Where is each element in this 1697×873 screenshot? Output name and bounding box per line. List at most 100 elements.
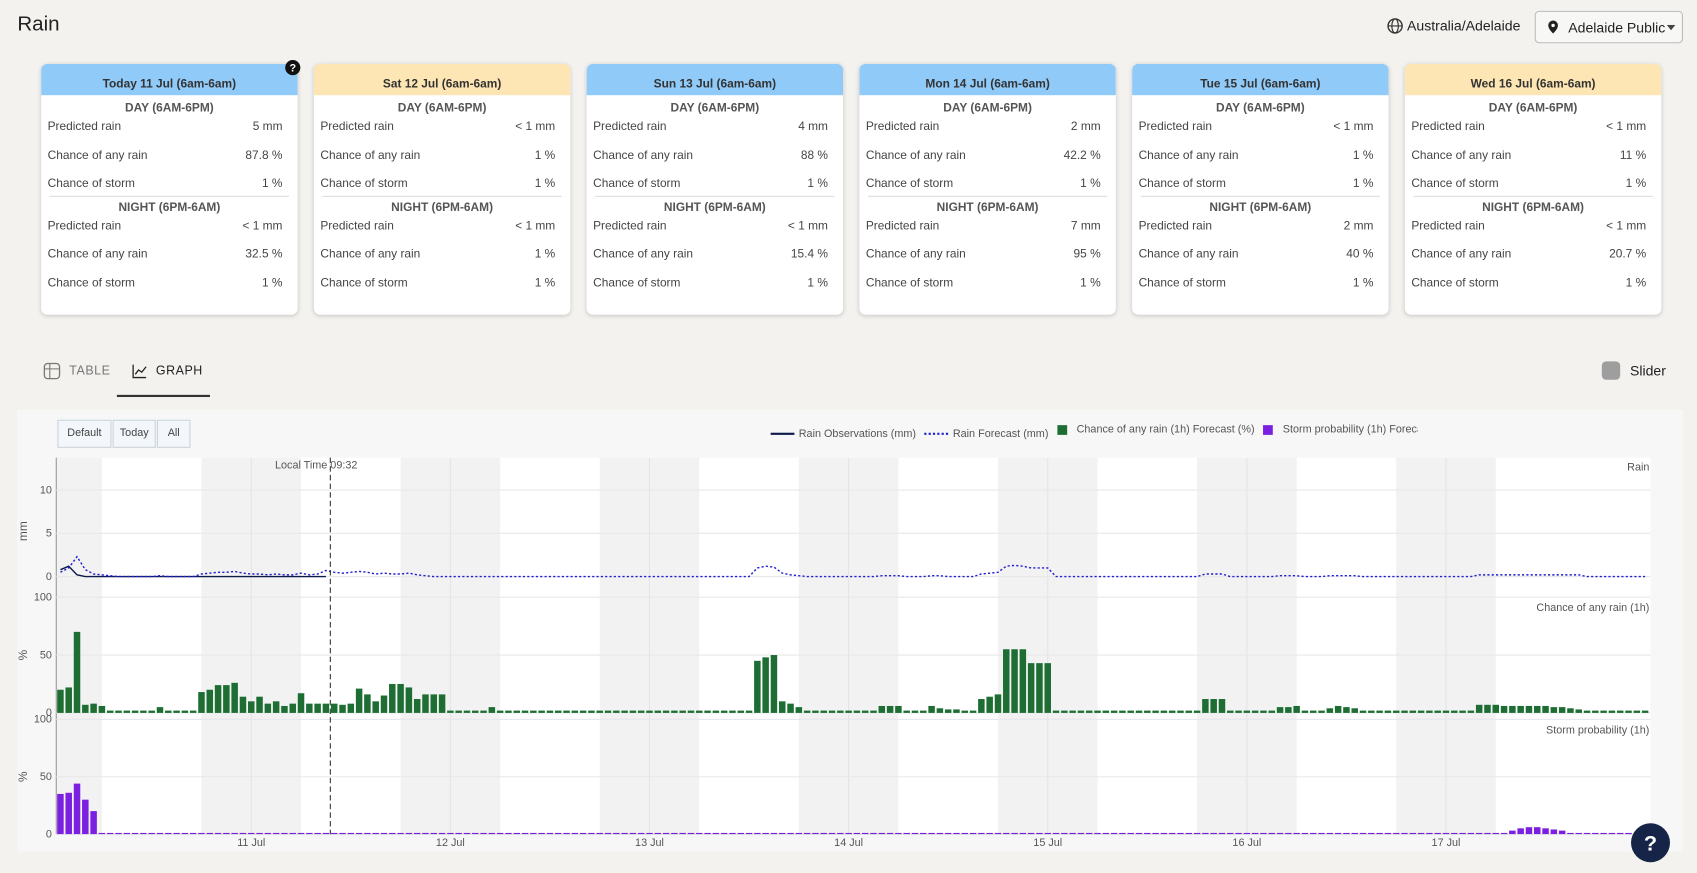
bar	[679, 832, 686, 835]
bar	[1625, 710, 1632, 713]
bar	[737, 710, 745, 713]
bar	[82, 799, 89, 835]
bar	[264, 703, 272, 713]
bar	[521, 710, 529, 713]
card-row: Chance of storm 1 %	[587, 274, 844, 303]
bar	[1218, 699, 1226, 713]
card-row: Chance of storm 1 %	[1405, 274, 1662, 303]
range-button[interactable]: All	[156, 419, 191, 448]
row-label: Chance of storm	[1138, 276, 1226, 290]
bar	[438, 832, 446, 835]
row-value: 87.8 %	[245, 148, 283, 162]
row-label: Chance of storm	[865, 177, 954, 191]
row-label: Chance of any rain	[865, 247, 966, 261]
row-value: < 1 mm	[1606, 219, 1647, 233]
row-label: Chance of storm	[320, 276, 408, 290]
location-select[interactable]: Adelaide Public	[1534, 10, 1683, 44]
bar	[1235, 710, 1242, 713]
card-row: Predicted rain 4 mm	[587, 118, 844, 147]
bar	[886, 832, 894, 835]
row-label: Chance of any rain	[1411, 148, 1512, 162]
legend: Rain Observations (mm) Rain Forecast (mm)…	[770, 424, 1418, 440]
bar	[1160, 710, 1168, 713]
bar	[554, 710, 562, 713]
tab-table[interactable]: TABLE	[69, 364, 111, 378]
bar	[272, 832, 280, 835]
bar	[1110, 832, 1118, 835]
bar	[115, 832, 122, 835]
bar	[1227, 832, 1234, 835]
bar	[1600, 832, 1607, 835]
range-button[interactable]: Default	[57, 419, 112, 448]
row-label: Chance of storm	[1411, 177, 1499, 191]
row-value: 42.2 %	[1063, 148, 1101, 162]
card-row: Predicted rain < 1 mm	[587, 217, 844, 246]
bar	[281, 705, 288, 713]
bar	[961, 710, 969, 713]
card-row: Chance of any rain 42.2 %	[859, 147, 1116, 176]
card-row: Chance of storm 1 %	[41, 175, 298, 204]
bar	[1227, 710, 1234, 713]
row-label: Chance of any rain	[593, 247, 694, 261]
bar	[621, 832, 628, 835]
row-label: Chance of any rain	[593, 148, 694, 162]
bar	[687, 710, 695, 713]
bar	[563, 832, 570, 835]
bar	[1534, 705, 1541, 713]
panel-title: Storm probability (1h)	[1546, 724, 1649, 736]
row-value: 1 %	[1352, 148, 1374, 162]
bar	[330, 703, 338, 713]
bar	[148, 832, 155, 835]
bar	[198, 832, 205, 835]
tab-graph[interactable]: GRAPH	[155, 364, 203, 378]
card-row: Chance of storm 1 %	[1132, 175, 1389, 204]
bar	[1301, 832, 1309, 835]
bar	[754, 660, 761, 713]
bar	[1459, 710, 1466, 713]
row-label: Predicted rain	[320, 219, 394, 233]
bar	[1359, 832, 1367, 835]
bar	[1185, 710, 1193, 713]
card-row: Chance of storm 1 %	[859, 274, 1116, 303]
bar	[845, 710, 852, 713]
divider	[868, 195, 1108, 197]
bar	[289, 703, 296, 713]
bar	[1575, 832, 1582, 835]
row-value: 1 %	[534, 276, 556, 290]
bar	[1484, 832, 1491, 835]
bar	[1376, 710, 1383, 713]
bar	[803, 832, 811, 835]
card-row: Chance of any rain 1 %	[314, 147, 571, 176]
bar	[720, 832, 728, 835]
bar	[579, 710, 587, 713]
bar	[330, 832, 338, 835]
bar	[903, 832, 910, 835]
bar	[762, 832, 769, 835]
bar	[455, 710, 462, 713]
bar	[1392, 710, 1400, 713]
range-button[interactable]: Today	[112, 419, 156, 448]
bar	[322, 832, 330, 835]
help-button[interactable]: ?	[1630, 822, 1671, 863]
bar	[1417, 710, 1425, 713]
row-value: 1 %	[1352, 177, 1374, 191]
slider-checkbox[interactable]	[1601, 361, 1621, 380]
forecast-card: Mon 14 Jul (6am-6am) DAY (6AM-6PM) Predict…	[859, 63, 1116, 315]
card-row: Chance of storm 1 %	[1405, 175, 1662, 204]
bar	[1384, 710, 1392, 713]
bar	[1301, 710, 1309, 713]
bar	[787, 703, 794, 713]
bar	[704, 832, 711, 835]
bar	[1442, 832, 1450, 835]
row-label: Predicted rain	[593, 120, 667, 134]
bar	[1260, 710, 1267, 713]
bar	[1044, 663, 1051, 713]
bar	[1459, 832, 1466, 835]
card-title: Mon 14 Jul (6am-6am)	[859, 63, 1116, 96]
help-icon[interactable]: ?	[285, 59, 301, 76]
legend-label: Rain Forecast (mm)	[952, 427, 1049, 440]
bar	[106, 832, 114, 835]
bar	[181, 710, 189, 713]
row-label: Chance of storm	[47, 177, 135, 191]
bar	[538, 832, 545, 835]
